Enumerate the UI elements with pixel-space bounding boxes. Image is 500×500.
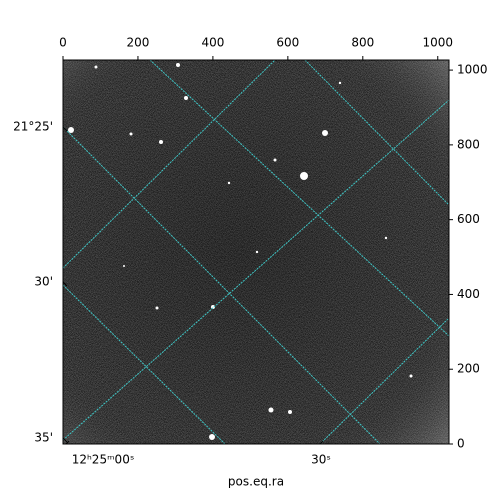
y-tick-label: 1000 (457, 63, 488, 77)
x-tick-label: 0 (59, 36, 67, 50)
y-tick-label: 400 (457, 287, 480, 301)
x-tick-label: 400 (201, 36, 224, 50)
ra-tick-label: 30ˢ (311, 453, 331, 467)
x-axis-label: pos.eq.ra (228, 475, 284, 489)
x-tick-label: 200 (126, 36, 149, 50)
axes-frame (62, 59, 450, 445)
ra-tick (319, 440, 324, 445)
x-tick-label: 600 (276, 36, 299, 50)
dec-tick (62, 437, 68, 443)
dec-tick-label: 30' (34, 275, 53, 289)
coordinate-grid (63, 60, 449, 444)
y-tick-label: 200 (457, 362, 480, 376)
stars (68, 63, 413, 440)
x-tick-label: 800 (351, 36, 374, 50)
y-tick-label: 800 (457, 137, 480, 151)
sky-image (63, 60, 449, 444)
dec-tick-label: 35' (34, 431, 53, 445)
x-tick-label: 1000 (422, 36, 453, 50)
y-tick-label: 600 (457, 212, 480, 226)
ra-tick (65, 440, 70, 445)
y-tick-label: 0 (457, 437, 465, 451)
dec-tick (62, 281, 68, 287)
ra-tick-label: 12ʰ25ᵐ00ˢ (72, 453, 135, 467)
dec-tick (62, 126, 68, 132)
dec-tick-label: 21°25' (13, 120, 53, 134)
